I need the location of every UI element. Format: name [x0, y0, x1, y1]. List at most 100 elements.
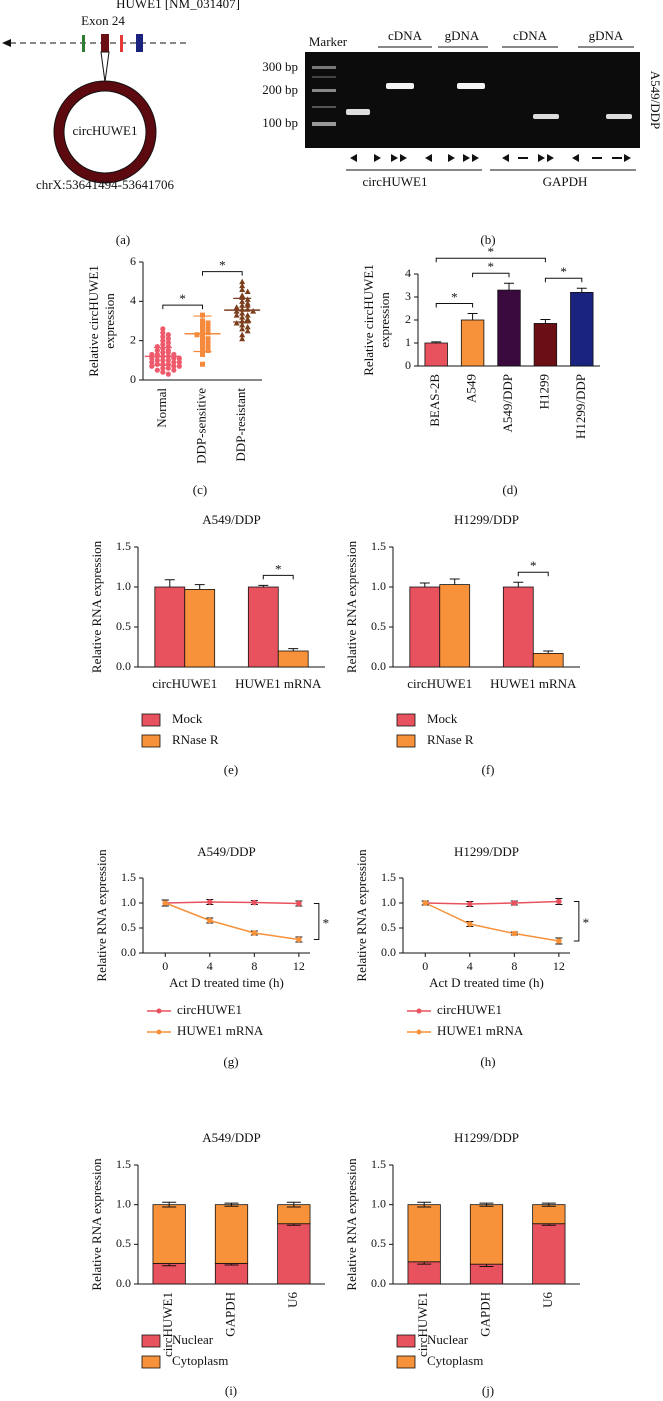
- data-point: [251, 899, 258, 906]
- gel: Marker cDNA gDNA cDNA gDNA 300 bp 200 bp…: [262, 28, 663, 247]
- y-tick-label: 0.0: [381, 945, 396, 959]
- legend-label: Nuclear: [172, 1332, 214, 1347]
- lane-group: gDNA: [445, 28, 480, 43]
- y-axis-label: Relative RNA expression: [89, 540, 104, 673]
- size-label: 100 bp: [262, 115, 298, 130]
- data-point: [239, 286, 246, 293]
- data-point: [205, 344, 211, 350]
- y-axis-label: Relative RNA expression: [344, 540, 359, 673]
- y-tick-label: 0.5: [116, 1236, 131, 1250]
- y-axis-label: Relative RNA expression: [344, 1158, 359, 1291]
- exon: [120, 35, 123, 52]
- x-tick-label: GAPDH: [222, 1292, 237, 1337]
- data-point: [239, 282, 246, 289]
- legend-swatch: [141, 713, 161, 727]
- data-point: [194, 332, 200, 338]
- y-tick-label: 1.5: [371, 539, 386, 553]
- x-tick-label: H1299: [536, 374, 551, 409]
- legend-label: circHUWE1: [437, 1002, 502, 1017]
- error-bar: [233, 297, 252, 323]
- legend-label: RNase R: [427, 732, 474, 747]
- x-tick-label: 12: [293, 959, 305, 973]
- error-bar: [286, 1201, 301, 1208]
- ladder-band: [312, 89, 336, 92]
- legend-label: HUWE1 mRNA: [437, 1023, 524, 1038]
- gel-band: [533, 114, 559, 119]
- significance-bracket: [435, 257, 546, 263]
- error-bar: [540, 319, 551, 324]
- data-point: [200, 312, 205, 318]
- x-tick-label: H1299/DDP: [573, 374, 588, 439]
- significance-label: *: [488, 244, 495, 259]
- exon: [136, 34, 143, 52]
- y-tick-label: 4: [130, 293, 136, 307]
- legend-swatch: [141, 1334, 161, 1348]
- legend-label: Mock: [427, 711, 458, 726]
- y-axis-label: Relative circHUWE1expression: [86, 265, 117, 377]
- data-point: [160, 326, 166, 332]
- significance-label: *: [560, 264, 567, 279]
- error-bar: [153, 346, 172, 366]
- chart-title: A549/DDP: [202, 512, 261, 527]
- error-bar: [576, 287, 587, 293]
- ladder-band: [312, 76, 336, 78]
- significance-bracket: [435, 303, 474, 308]
- bar: [184, 589, 216, 668]
- significance-bracket: [313, 903, 320, 940]
- panel-label: (d): [502, 482, 517, 497]
- error-bar: [162, 1201, 177, 1208]
- error-bar: [467, 313, 478, 320]
- target-label: circHUWE1: [363, 174, 428, 189]
- legend-swatch: [396, 734, 416, 748]
- exon: [101, 34, 109, 52]
- x-tick-label: A549: [464, 374, 479, 403]
- panel-label: (e): [224, 762, 238, 777]
- x-tick-label: 8: [251, 959, 257, 973]
- bar: [424, 342, 448, 367]
- bar: [439, 584, 471, 668]
- y-tick-label: 1.0: [381, 895, 396, 909]
- splice-pointer: [100, 51, 110, 83]
- x-tick-label: A549/DDP: [500, 374, 515, 433]
- gel-band: [386, 83, 414, 89]
- chart-title: H1299/DDP: [454, 1130, 519, 1145]
- bar: [247, 586, 279, 668]
- error-bar: [417, 1201, 432, 1208]
- data-point: [233, 319, 240, 326]
- data-point: [244, 323, 251, 330]
- legend-marker: [156, 1029, 162, 1035]
- data-point: [165, 332, 171, 338]
- data-point: [205, 330, 211, 336]
- x-tick-label: HUWE1 mRNA: [490, 676, 577, 691]
- data-point: [239, 278, 246, 285]
- y-tick-label: 1.5: [381, 870, 396, 884]
- significance-label: *: [488, 259, 495, 274]
- exon-label: Exon 24: [81, 13, 125, 28]
- bar-segment: [532, 1204, 566, 1225]
- gel-band: [606, 114, 632, 119]
- legend-marker: [416, 1029, 422, 1035]
- cell-line: A549/DDP: [648, 71, 663, 130]
- y-axis-label: Relative RNA expression: [89, 1158, 104, 1291]
- y-tick-label: 1.0: [121, 895, 136, 909]
- data-point: [171, 367, 177, 373]
- x-tick-label: DDP-resistant: [233, 388, 248, 462]
- error-bar: [449, 578, 460, 585]
- data-point: [233, 312, 240, 318]
- data-point: [160, 334, 166, 340]
- bar-segment: [152, 1204, 186, 1264]
- gel-band: [457, 83, 485, 89]
- data-point: [160, 369, 166, 375]
- significance-label: *: [179, 291, 186, 306]
- gene-name: HUWE1 [NM_031407]: [116, 0, 240, 11]
- bar: [532, 653, 564, 668]
- ladder-band: [312, 66, 336, 69]
- bar-segment: [469, 1263, 504, 1285]
- x-tick-label: 4: [207, 959, 213, 973]
- significance-label: *: [219, 258, 226, 273]
- data-point: [422, 900, 429, 906]
- bar: [277, 650, 309, 668]
- data-point: [239, 321, 246, 328]
- bar-segment: [407, 1261, 441, 1285]
